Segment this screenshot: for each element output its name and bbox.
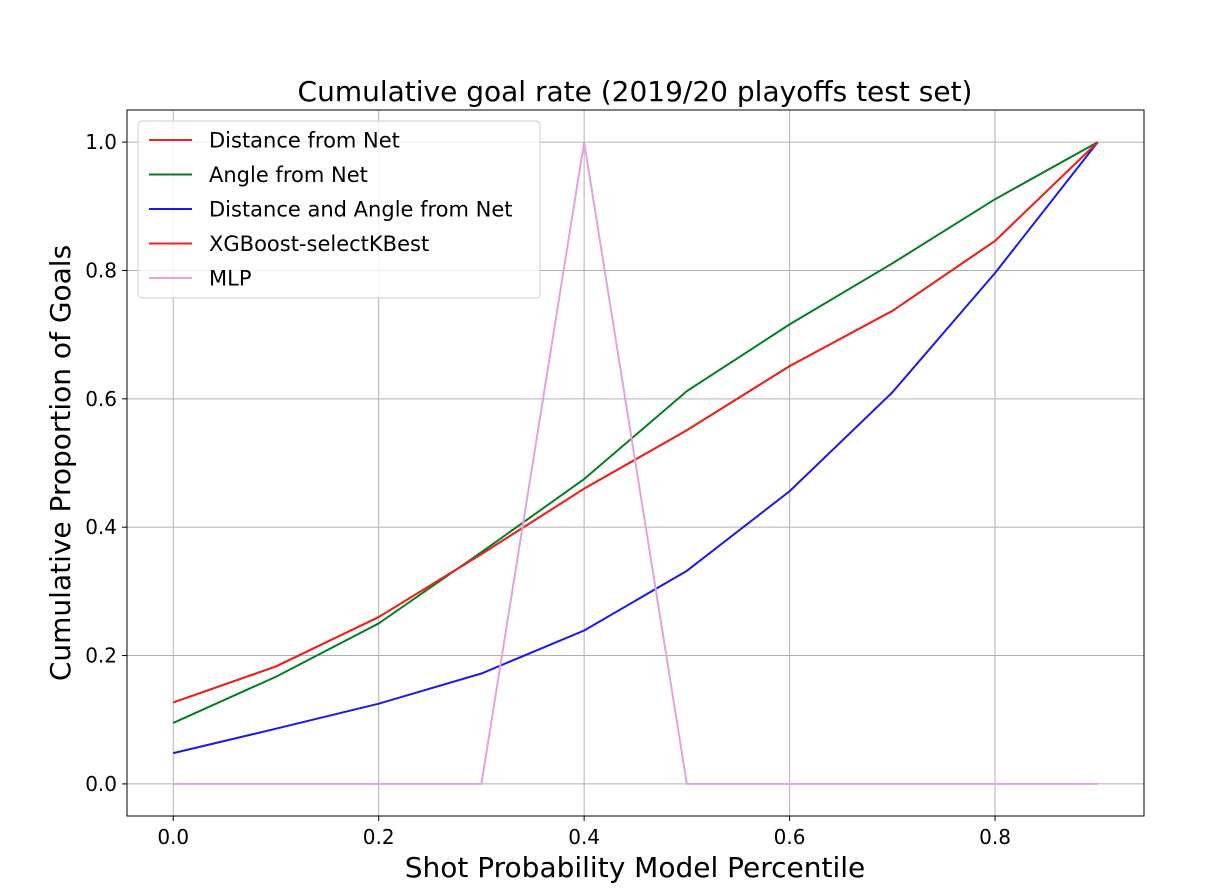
- series-line-distance-and-angle-from-net: [172, 141, 1099, 755]
- y-tick-label: 1.0: [85, 130, 117, 154]
- series-layer: [172, 141, 1099, 785]
- legend-label: XGBoost-selectKBest: [209, 232, 429, 256]
- series-line-mlp: [173, 141, 1098, 785]
- y-tick-label: 0.2: [85, 644, 117, 668]
- legend-label: MLP: [209, 267, 251, 291]
- series-line-angle-from-net: [172, 141, 1099, 724]
- legend-box: [137, 120, 541, 299]
- y-tick-label: 0.6: [85, 387, 117, 411]
- x-tick-label: 0.6: [774, 825, 806, 849]
- plot-frame: [126, 109, 1145, 817]
- y-tick-label: 0.0: [85, 772, 117, 796]
- x-tick-label: 0.0: [157, 825, 189, 849]
- x-tick-label: 0.2: [363, 825, 395, 849]
- chart-title: Cumulative goal rate (2019/20 playoffs t…: [298, 75, 973, 108]
- legend-label: Angle from Net: [209, 163, 368, 187]
- y-axis-title: Cumulative Proportion of Goals: [44, 245, 77, 681]
- legend-label: Distance and Angle from Net: [209, 198, 513, 222]
- y-tick-label: 0.4: [85, 515, 117, 539]
- y-tick-label: 0.8: [85, 258, 117, 282]
- legend-label: Distance from Net: [209, 129, 400, 153]
- ticks-layer: 0.0 0.2 0.4 0.6 0.8 0.0 0.2 0.4 0.6 0.8 1.0: [85, 130, 1011, 849]
- legend: Distance from Net Angle from Net Distance …: [137, 120, 541, 299]
- x-axis-title: Shot Probability Model Percentile: [405, 851, 866, 884]
- x-tick-label: 0.4: [568, 825, 600, 849]
- x-tick-label: 0.8: [979, 825, 1011, 849]
